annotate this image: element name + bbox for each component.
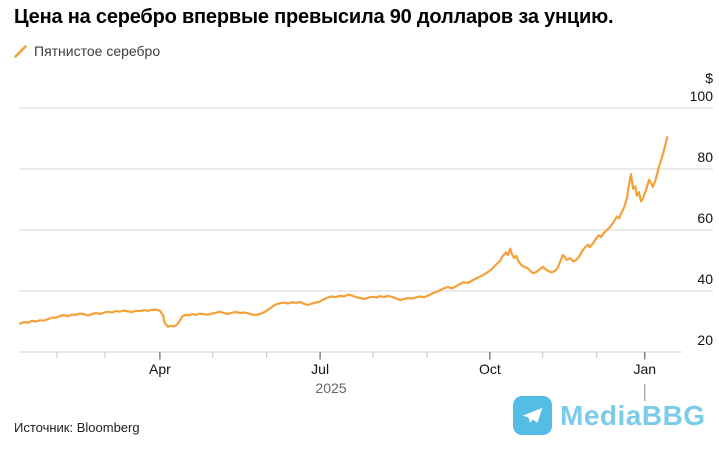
y-axis-label-60: 60 [697,210,713,226]
x-axis-label-jan: Jan [633,361,657,377]
source-attribution: Источник: Bloomberg [14,420,140,435]
x-axis-label-jul: Jul [311,361,330,377]
telegram-plane-icon [513,396,552,435]
x-axis-label-oct: Oct [479,361,501,377]
watermark-text: MediaBBG [560,399,706,431]
y-axis-label-100: 100 [689,88,713,104]
chart-title: Цена на серебро впервые превысила 90 дол… [14,6,614,28]
y-axis-label-40: 40 [697,271,713,287]
x-axis-year-label: 2025 [315,380,347,396]
y-axis-unit-label: $ [705,70,713,86]
legend-series-label: Пятнистое серебро [34,43,161,59]
x-axis-label-apr: Apr [149,361,171,377]
legend-line-swatch-icon [14,44,27,58]
y-axis-label-20: 20 [697,332,713,348]
media-watermark: MediaBBG [513,396,706,435]
y-axis-label-80: 80 [697,149,713,165]
chart-legend: Пятнистое серебро [14,43,160,59]
